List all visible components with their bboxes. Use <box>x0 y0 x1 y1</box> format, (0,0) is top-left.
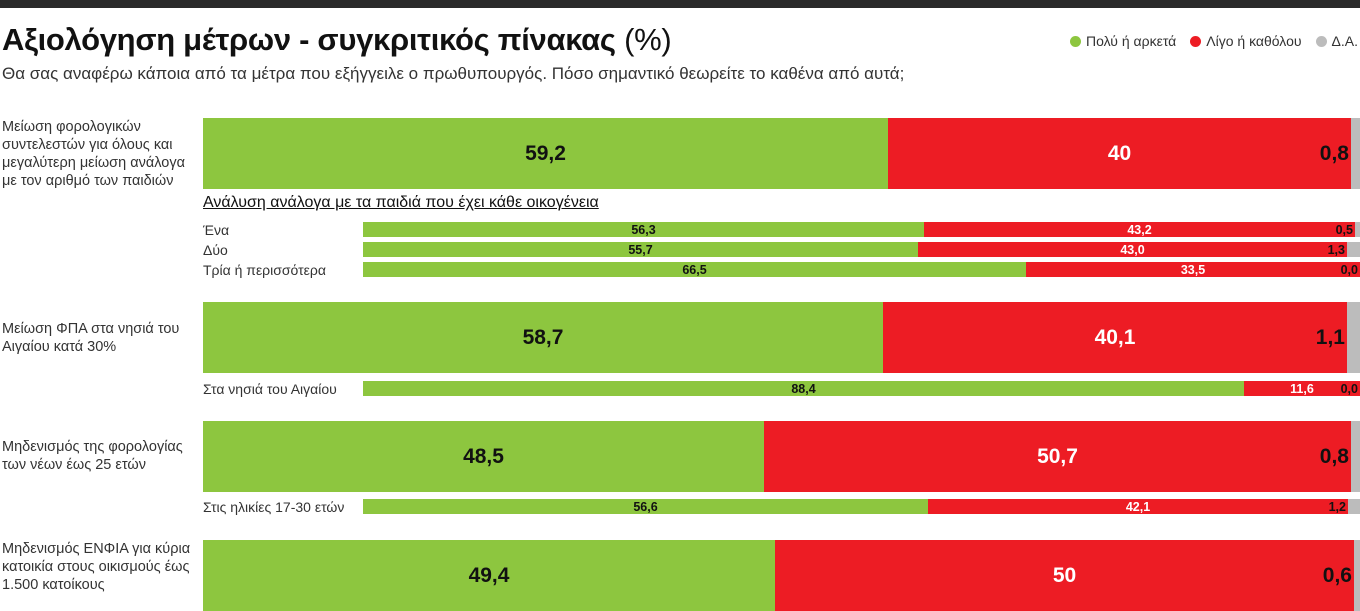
small-bar-5-segment-green: 56,6 <box>363 499 928 514</box>
big-bar-2-value-green: 58,7 <box>522 325 564 349</box>
breakdown-heading: Ανάλυση ανάλογα με τα παιδιά που έχει κά… <box>203 194 599 211</box>
big-bar-1-segment-gray: 0,8 <box>1320 118 1360 189</box>
small-bar-4: 88,4 11,6 0,0 <box>363 381 1360 396</box>
small-bar-5-segment-gray: 1,2 <box>1329 499 1360 514</box>
small-bar-3: 66,5 33,5 0,0 <box>363 262 1360 277</box>
big-bar-1: 59,2 40 0,8 <box>203 118 1360 189</box>
main-bar-label-1: Μείωση φορολογικών συντελεστών για όλους… <box>2 119 185 189</box>
legend-swatch-gray <box>1315 35 1327 47</box>
small-bar-5: 56,6 42,1 1,2 <box>363 499 1360 514</box>
big-bar-1-value-gray: 0,8 <box>1319 141 1349 165</box>
big-bar-1-segment-green: 59,2 <box>203 118 888 189</box>
small-bar-1-value-gray: 0,5 <box>1335 222 1353 237</box>
sub-bar-label-1: Ένα <box>203 222 230 238</box>
big-bar-2: 58,7 40,1 1,1 <box>203 302 1360 373</box>
small-bar-1: 56,3 43,2 0,5 <box>363 222 1360 237</box>
big-bar-4-value-red: 50 <box>1052 563 1077 587</box>
small-bar-1-segment-red: 43,2 <box>924 222 1355 237</box>
legend-swatch-red <box>1190 35 1202 47</box>
small-bar-1-value-red: 43,2 <box>1127 222 1152 237</box>
sub-bar-label-3: Τρία ή περισσότερα <box>203 262 326 278</box>
big-bar-2-value-red: 40,1 <box>1094 325 1136 349</box>
small-bar-4-segment-red: 11,6 <box>1244 381 1360 396</box>
big-bar-1-value-red: 40 <box>1107 141 1132 165</box>
small-bar-1-segment-gray: 0,5 <box>1336 222 1360 237</box>
small-bar-2-value-green: 55,7 <box>628 242 653 257</box>
big-bar-3-value-green: 48,5 <box>463 444 504 468</box>
big-bar-4-segment-red: 50 <box>775 540 1354 611</box>
legend-label-red: Λίγο ή καθόλου <box>1206 33 1302 49</box>
small-bar-5-value-red: 42,1 <box>1125 499 1151 514</box>
big-bar-3: 48,5 50,7 0,8 <box>203 421 1360 492</box>
small-bar-3-value-red: 33,5 <box>1180 262 1206 277</box>
big-bar-2-value-gray: 1,1 <box>1315 325 1345 349</box>
small-bar-5-value-green: 56,6 <box>633 499 658 514</box>
small-bar-4-value-gray: 0,0 <box>1340 381 1358 396</box>
small-bar-3-segment-green: 66,5 <box>363 262 1026 277</box>
big-bar-4-value-gray: 0,6 <box>1322 563 1352 587</box>
small-bar-2-segment-gray: 1,3 <box>1328 242 1360 257</box>
legend-label-gray: Δ.Α. <box>1331 33 1358 49</box>
big-bar-2-segment-red: 40,1 <box>883 302 1347 373</box>
legend-item-green: Πολύ ή αρκετά <box>1070 33 1176 49</box>
small-bar-4-value-red: 11,6 <box>1290 381 1314 396</box>
chart-title: Αξιολόγηση μέτρων - συγκριτικός πίνακας … <box>2 22 672 58</box>
small-bar-2-value-gray: 1,3 <box>1327 242 1345 257</box>
legend-item-gray: Δ.Α. <box>1315 33 1358 49</box>
small-bar-3-value-green: 66,5 <box>682 262 707 277</box>
big-bar-1-segment-red: 40 <box>888 118 1351 189</box>
small-bar-5-segment-red: 42,1 <box>928 499 1348 514</box>
small-bar-4-segment-green: 88,4 <box>363 381 1244 396</box>
big-bar-4: 49,4 50 0,6 <box>203 540 1360 611</box>
small-bar-2-value-red: 43,0 <box>1120 242 1145 257</box>
big-bar-4-segment-green: 49,4 <box>203 540 775 611</box>
legend-label-green: Πολύ ή αρκετά <box>1086 33 1177 49</box>
sub-bar-label-2: Δύο <box>203 242 228 258</box>
top-rule <box>0 0 1360 8</box>
big-bar-3-value-red: 50,7 <box>1037 444 1078 468</box>
small-bar-3-segment-red: 33,5 <box>1026 262 1360 277</box>
small-bar-2: 55,7 43,0 1,3 <box>363 242 1360 257</box>
small-bar-2-segment-green: 55,7 <box>363 242 918 257</box>
chart-subtitle: Θα σας αναφέρω κάποια από τα μέτρα που ε… <box>2 64 905 83</box>
big-bar-3-segment-green: 48,5 <box>203 421 764 492</box>
big-bar-3-segment-gray: 0,8 <box>1320 421 1360 492</box>
big-bar-4-segment-gray: 0,6 <box>1323 540 1360 611</box>
big-bar-2-segment-gray: 1,1 <box>1316 302 1360 373</box>
main-bar-label-3: Μηδενισμός της φορολογίας των νέων έως 2… <box>2 439 183 473</box>
big-bar-3-segment-red: 50,7 <box>764 421 1351 492</box>
big-bar-3-value-gray: 0,8 <box>1319 444 1349 468</box>
small-bar-1-segment-green: 56,3 <box>363 222 924 237</box>
small-bar-3-value-gray: 0,0 <box>1340 262 1358 277</box>
main-bar-label-2: Μείωση ΦΠΑ στα νησιά του Αιγαίου κατά 30… <box>2 321 180 355</box>
big-bar-1-value-green: 59,2 <box>525 141 566 165</box>
legend-swatch-green <box>1070 35 1081 47</box>
main-bar-label-4: Μηδενισμός ΕΝΦΙΑ για κύρια κατοικία στου… <box>2 541 191 593</box>
small-bar-5-value-gray: 1,2 <box>1328 499 1346 514</box>
chart-legend: Πολύ ή αρκετά Λίγο ή καθόλου Δ.Α. <box>1070 33 1358 49</box>
big-bar-4-value-green: 49,4 <box>468 563 510 587</box>
chart-title-text: Αξιολόγηση μέτρων - συγκριτικός πίνακας <box>2 22 616 57</box>
sub-bar-label-4: Στα νησιά του Αιγαίου <box>203 381 337 397</box>
small-bar-4-value-green: 88,4 <box>791 381 816 396</box>
sub-bar-label-5: Στις ηλικίες 17-30 ετών <box>203 499 345 515</box>
small-bar-2-segment-red: 43,0 <box>918 242 1347 257</box>
legend-item-red: Λίγο ή καθόλου <box>1190 33 1302 49</box>
chart-title-unit: (%) <box>624 22 672 57</box>
small-bar-1-value-green: 56,3 <box>631 222 656 237</box>
big-bar-2-segment-green: 58,7 <box>203 302 883 373</box>
